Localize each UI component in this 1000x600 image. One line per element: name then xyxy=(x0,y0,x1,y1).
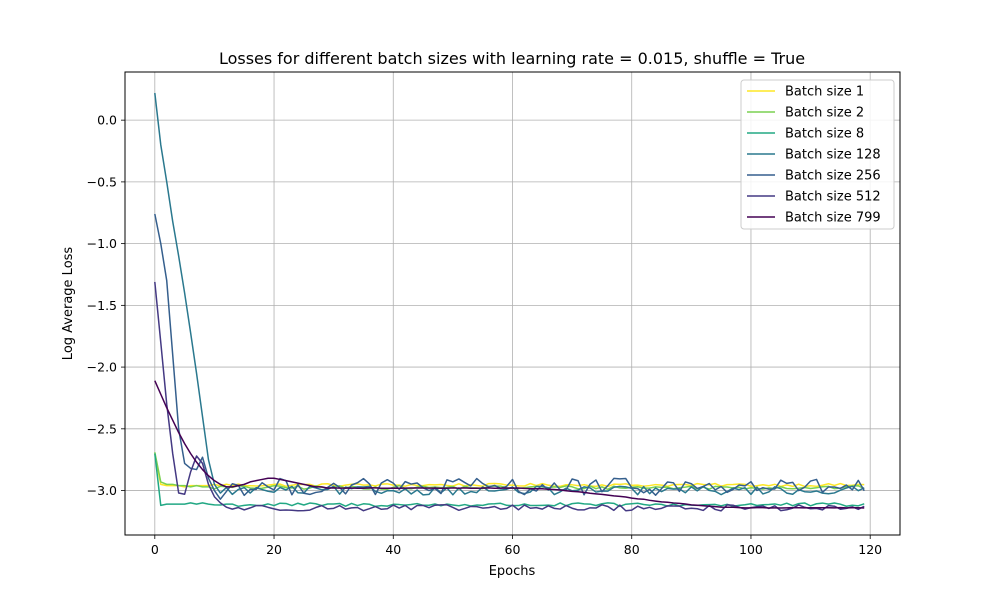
y-tick-label: −3.0 xyxy=(87,483,117,498)
legend-label: Batch size 128 xyxy=(785,148,881,163)
legend-box xyxy=(740,79,895,230)
chart-title: Losses for different batch sizes with le… xyxy=(219,49,805,68)
legend-label: Batch size 799 xyxy=(785,211,881,226)
y-tick-label: −0.5 xyxy=(87,174,117,189)
x-tick-label: 20 xyxy=(266,542,282,557)
legend-label: Batch size 2 xyxy=(785,106,864,121)
legend-label: Batch size 1 xyxy=(785,85,864,100)
x-axis-ticks: 0 20 40 60 80 100 120 xyxy=(151,535,882,557)
x-tick-label: 100 xyxy=(739,542,763,557)
y-tick-label: 0.0 xyxy=(97,113,117,128)
grid-lines xyxy=(125,72,900,535)
legend-label: Batch size 256 xyxy=(785,169,881,184)
x-tick-label: 0 xyxy=(151,542,159,557)
y-tick-label: −1.5 xyxy=(87,298,117,313)
y-tick-label: −2.5 xyxy=(87,421,117,436)
y-axis-label: Log Average Loss xyxy=(61,247,76,361)
series-line xyxy=(154,213,865,500)
x-tick-label: 80 xyxy=(624,542,640,557)
series-lines xyxy=(154,92,865,512)
legend: Batch size 1 Batch size 2 Batch size 8 Batc… xyxy=(740,79,895,230)
legend-label: Batch size 8 xyxy=(785,127,864,142)
legend-label: Batch size 512 xyxy=(785,190,881,205)
series-line xyxy=(154,453,865,508)
x-axis-label: Epochs xyxy=(489,564,536,579)
y-tick-label: −2.0 xyxy=(87,360,117,375)
y-tick-label: −1.0 xyxy=(87,236,117,251)
series-line xyxy=(154,281,865,512)
x-tick-label: 40 xyxy=(385,542,401,557)
x-tick-label: 60 xyxy=(505,542,521,557)
x-tick-label: 120 xyxy=(858,542,882,557)
y-axis-ticks: 0.0 −0.5 −1.0 −1.5 −2.0 −2.5 −3.0 xyxy=(87,113,125,498)
series-line xyxy=(154,380,865,509)
